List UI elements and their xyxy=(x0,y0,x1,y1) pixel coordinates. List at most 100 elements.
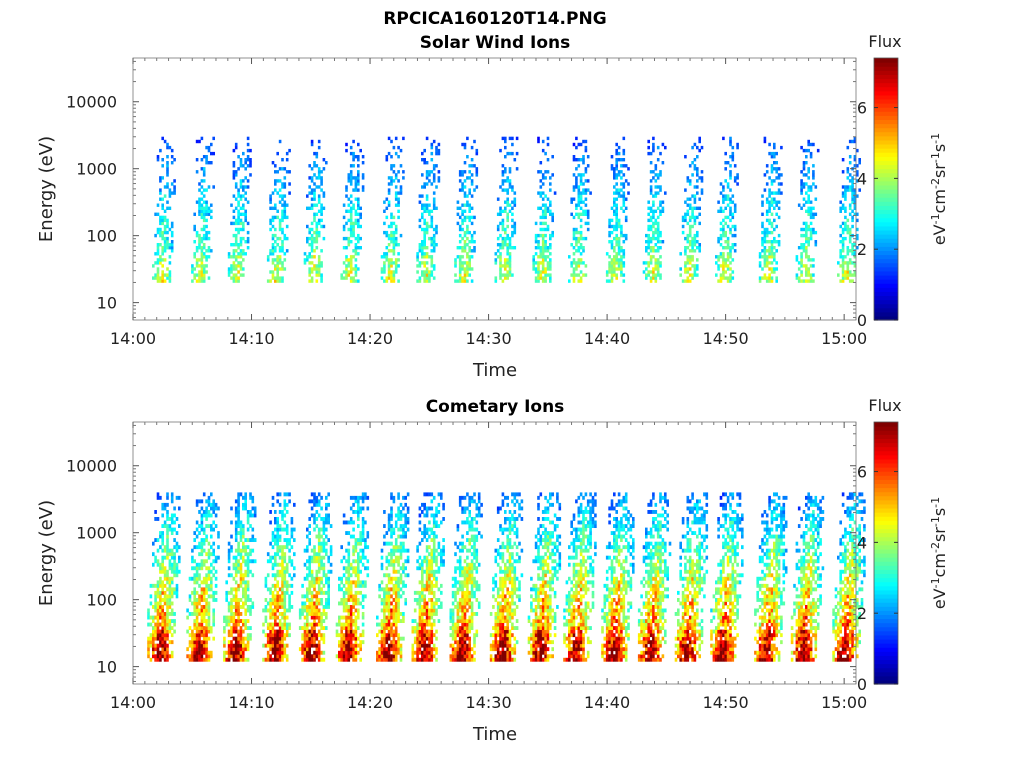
heatmap-cell xyxy=(546,136,550,141)
heatmap-cell xyxy=(163,615,167,620)
heatmap-cell xyxy=(437,176,441,180)
heatmap-cell xyxy=(317,218,321,223)
heatmap-cell xyxy=(239,633,243,638)
heatmap-cell xyxy=(800,279,803,283)
heatmap-cell xyxy=(656,233,660,238)
heatmap-cell xyxy=(686,221,690,226)
heatmap-cell xyxy=(285,615,289,620)
heatmap-cell xyxy=(237,270,240,274)
heatmap-cell xyxy=(352,633,355,638)
heatmap-cell xyxy=(432,139,436,144)
heatmap-cell xyxy=(322,636,326,641)
heatmap-cell xyxy=(802,279,806,283)
heatmap-cell xyxy=(308,176,311,180)
heatmap-cell xyxy=(352,647,355,652)
heatmap-cell xyxy=(647,243,650,247)
heatmap-cell xyxy=(809,209,813,213)
heatmap-cell xyxy=(212,619,215,623)
heatmap-cell xyxy=(310,654,314,659)
heatmap-cell xyxy=(423,148,426,153)
heatmap-cell xyxy=(349,495,353,500)
heatmap-cell xyxy=(345,520,348,525)
heatmap-cell xyxy=(249,569,252,574)
heatmap-cell xyxy=(357,176,360,180)
heatmap-cell xyxy=(313,654,316,659)
heatmap-cell xyxy=(357,142,360,147)
heatmap-cell xyxy=(659,246,662,250)
heatmap-cell xyxy=(202,576,206,581)
heatmap-cell xyxy=(205,538,208,542)
heatmap-cell xyxy=(205,506,208,511)
heatmap-cell xyxy=(230,654,233,659)
heatmap-cell xyxy=(647,252,650,256)
heatmap-cell xyxy=(278,545,282,550)
heatmap-cell xyxy=(649,206,653,210)
heatmap-cell xyxy=(579,206,583,210)
heatmap-cell xyxy=(394,227,398,232)
heatmap-cell xyxy=(513,203,517,207)
heatmap-cell xyxy=(579,276,583,280)
heatmap-cell xyxy=(200,179,204,183)
heatmap-cell xyxy=(693,240,697,244)
heatmap-cell xyxy=(191,279,194,283)
heatmap-cell xyxy=(198,552,201,557)
heatmap-cell xyxy=(851,224,854,229)
heatmap-cell xyxy=(266,626,270,630)
heatmap-cell xyxy=(390,182,393,186)
heatmap-cell xyxy=(212,185,215,189)
heatmap-cell xyxy=(659,233,662,238)
heatmap-cell xyxy=(281,657,284,662)
heatmap-cell xyxy=(394,243,398,247)
heatmap-cell xyxy=(428,170,431,174)
heatmap-cell xyxy=(281,276,284,280)
heatmap-cell xyxy=(205,155,208,159)
heatmap-cell xyxy=(278,179,282,183)
heatmap-cell xyxy=(313,643,316,648)
heatmap-cell xyxy=(205,145,208,150)
heatmap-cell xyxy=(276,215,279,220)
heatmap-cell xyxy=(359,541,362,546)
heatmap-cell xyxy=(466,136,469,141)
heatmap-cell xyxy=(161,605,164,609)
heatmap-cell xyxy=(278,538,282,542)
heatmap-cell xyxy=(349,170,353,174)
heatmap-cell xyxy=(537,255,540,259)
heatmap-cell xyxy=(163,619,167,623)
heatmap-cell xyxy=(809,258,813,262)
heatmap-cell xyxy=(696,267,699,271)
heatmap-cell xyxy=(276,276,279,280)
heatmap-cell xyxy=(251,506,255,511)
heatmap-cell xyxy=(205,212,208,216)
heatmap-cell xyxy=(848,179,852,183)
heatmap-cell xyxy=(234,506,238,511)
heatmap-cell xyxy=(161,221,164,226)
heatmap-cell xyxy=(313,605,316,609)
heatmap-cell xyxy=(152,643,155,648)
heatmap-cell xyxy=(534,252,538,256)
heatmap-cell xyxy=(656,145,660,150)
heatmap-cell xyxy=(246,566,250,571)
heatmap-cell xyxy=(775,267,778,271)
heatmap-cell xyxy=(173,573,176,578)
heatmap-cell xyxy=(647,139,650,144)
heatmap-cell xyxy=(624,179,628,183)
heatmap-cell xyxy=(244,552,247,557)
heatmap-cell xyxy=(366,559,370,564)
heatmap-cell xyxy=(809,206,813,210)
heatmap-cell xyxy=(380,587,384,592)
heatmap-cell xyxy=(352,636,355,641)
heatmap-cell xyxy=(844,236,847,241)
heatmap-cell xyxy=(729,218,732,223)
heatmap-cell xyxy=(532,264,535,268)
heatmap-cell xyxy=(200,654,204,659)
heatmap-cell xyxy=(283,626,287,630)
heatmap-cell xyxy=(733,164,737,168)
heatmap-cell xyxy=(230,203,233,207)
heatmap-cell xyxy=(768,246,771,250)
heatmap-cell xyxy=(232,636,236,641)
heatmap-cell xyxy=(168,243,172,247)
heatmap-cell xyxy=(210,594,213,599)
heatmap-cell xyxy=(200,197,204,201)
heatmap-cell xyxy=(397,209,400,213)
heatmap-cell xyxy=(237,657,240,662)
